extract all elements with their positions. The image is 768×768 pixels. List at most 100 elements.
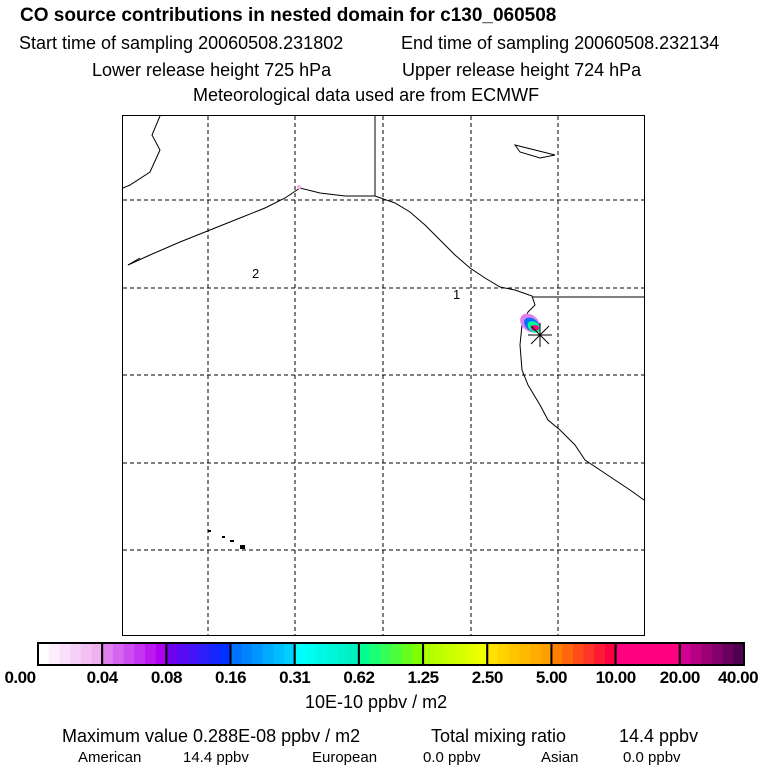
colorbar-cell xyxy=(316,643,328,665)
colorbar-cell xyxy=(391,643,403,665)
upper-release: Upper release height 724 hPa xyxy=(402,60,642,80)
colorbar-cell xyxy=(380,643,392,665)
colorbar-cell xyxy=(337,643,349,665)
colorbar-tick-label: 40.00 xyxy=(717,668,759,687)
colorbar-cell xyxy=(230,643,242,665)
colorbar-cell xyxy=(711,643,724,665)
colorbar-tick-label: 1.25 xyxy=(407,668,440,687)
release-site-star-icon xyxy=(528,323,552,347)
colorbar-cell xyxy=(38,643,50,665)
colorbar-cell xyxy=(423,643,435,665)
coastlines xyxy=(122,115,645,501)
map-label-2: 2 xyxy=(252,266,259,281)
colorbar-cell xyxy=(219,643,232,665)
max-value: Maximum value 0.288E-08 ppbv / m2 xyxy=(62,726,361,746)
colorbar-cell xyxy=(144,643,157,665)
colorbar-cell xyxy=(262,643,274,665)
colorbar-cell xyxy=(155,643,167,665)
colorbar-cell xyxy=(59,643,71,665)
colorbar-cell xyxy=(690,643,702,665)
colorbar-cell xyxy=(583,643,595,665)
colorbar-cell xyxy=(305,643,317,665)
colorbar-cell xyxy=(294,643,306,665)
colorbar-tick-label: 0.00 xyxy=(4,668,36,687)
colorbar-cell xyxy=(251,643,264,665)
lower-release: Lower release height 725 hPa xyxy=(92,60,332,80)
colorbar-cell xyxy=(48,643,60,665)
colorbar-cell xyxy=(530,643,542,665)
colorbar-cell xyxy=(348,643,360,665)
colorbar-cell xyxy=(102,643,114,665)
colorbar-cell xyxy=(658,643,670,665)
colorbar-cell xyxy=(497,643,510,665)
colorbar-cell xyxy=(433,643,445,665)
colorbar-cell xyxy=(91,643,103,665)
colorbar-cell xyxy=(722,643,734,665)
colorbar-cell xyxy=(519,643,531,665)
colorbar-cell xyxy=(412,643,424,665)
colorbar-cell xyxy=(508,643,520,665)
colorbar-cell xyxy=(166,643,178,665)
colorbar-cell xyxy=(733,643,745,665)
colorbar-cell xyxy=(209,643,221,665)
colorbar-cell xyxy=(615,643,627,665)
colorbar-cell xyxy=(241,643,253,665)
colorbar-cell xyxy=(112,643,125,665)
asian-value: 0.0 ppbv xyxy=(623,749,681,766)
map-label-1: 1 xyxy=(453,287,460,302)
colorbar-tick-label: 0.16 xyxy=(214,668,247,687)
total-value: 14.4 ppbv xyxy=(619,726,699,746)
asian-label: Asian xyxy=(541,749,579,766)
colorbar-cell xyxy=(647,643,659,665)
colorbar-tick-label: 0.31 xyxy=(279,668,311,687)
colorbar-tick-label: 0.04 xyxy=(86,668,119,687)
colorbar-cell xyxy=(80,643,92,665)
american-value: 14.4 ppbv xyxy=(183,749,249,766)
met-data: Meteorological data used are from ECMWF xyxy=(193,85,540,105)
colorbar-cell xyxy=(326,643,339,665)
colorbar-cell xyxy=(358,643,371,665)
colorbar-segment xyxy=(678,642,745,666)
colorbar-unit: 10E-10 ppbv / m2 xyxy=(305,692,448,712)
colorbar-tick-label: 2.50 xyxy=(471,668,504,687)
start-time: Start time of sampling 20060508.231802 xyxy=(19,33,344,53)
colorbar-cell xyxy=(198,643,210,665)
colorbar-cell xyxy=(455,643,467,665)
colorbar-cell xyxy=(669,643,681,665)
colorbar-cell xyxy=(465,643,478,665)
colorbar-cell xyxy=(401,643,413,665)
colorbar-cell xyxy=(284,643,296,665)
colorbar-cell xyxy=(369,643,381,665)
colorbar-tick-label: 10.00 xyxy=(595,668,637,687)
colorbar-cell xyxy=(187,643,199,665)
european-value: 0.0 ppbv xyxy=(423,749,481,766)
colorbar-cell xyxy=(123,643,135,665)
colorbar-cell xyxy=(604,643,617,665)
plot-title: CO source contributions in nested domain… xyxy=(20,5,557,26)
total-label: Total mixing ratio xyxy=(431,726,567,746)
colorbar-cell xyxy=(444,643,456,665)
colorbar-tick-label: 5.00 xyxy=(535,668,568,687)
colorbar-cell xyxy=(487,643,499,665)
map-frame xyxy=(122,115,645,636)
colorbar-cell xyxy=(572,643,585,665)
colorbar-cell xyxy=(701,643,713,665)
end-time: End time of sampling 20060508.232134 xyxy=(401,33,720,53)
colorbar xyxy=(37,642,745,666)
colorbar-cell xyxy=(562,643,574,665)
american-label: American xyxy=(78,749,142,766)
colorbar-cell xyxy=(476,643,488,665)
colorbar-tick-label: 20.00 xyxy=(659,668,701,687)
colorbar-cell xyxy=(70,643,82,665)
plume xyxy=(297,185,541,333)
colorbar-tick-label: 0.62 xyxy=(343,668,375,687)
hawaii-islands xyxy=(208,530,245,549)
colorbar-cell xyxy=(540,643,552,665)
colorbar-cell xyxy=(594,643,606,665)
colorbar-cell xyxy=(134,643,146,665)
colorbar-cell xyxy=(679,643,692,665)
colorbar-cell xyxy=(551,643,563,665)
colorbar-cell xyxy=(626,643,638,665)
european-label: European xyxy=(312,749,378,766)
